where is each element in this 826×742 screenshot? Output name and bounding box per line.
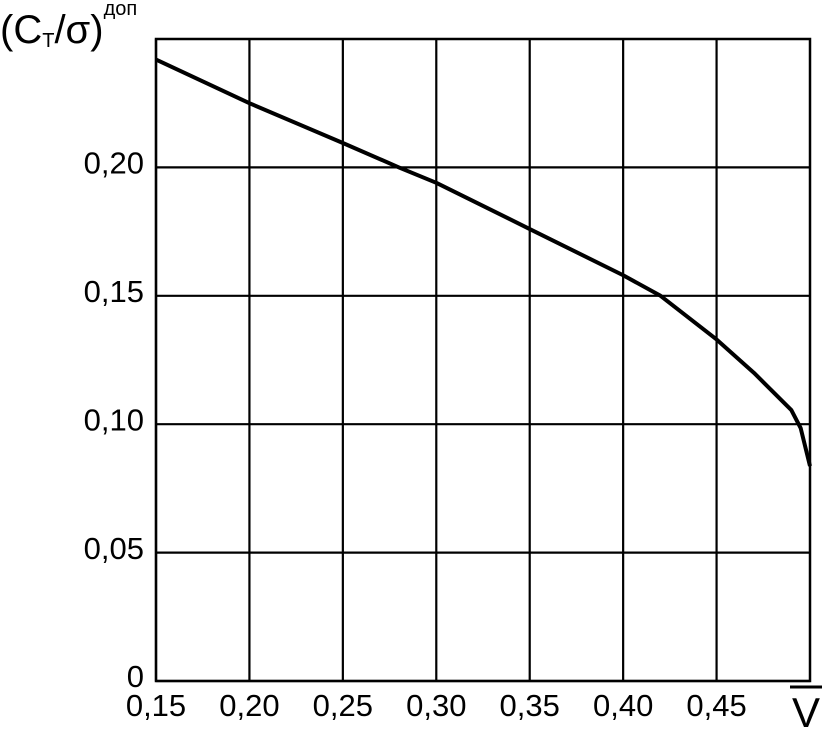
y-tick-label: 0,20: [84, 146, 144, 181]
data-line: [155, 57, 812, 467]
plot-frame: [154, 37, 812, 683]
x-tick-label: 0,15: [126, 688, 186, 723]
x-tick-label: 0,45: [686, 688, 746, 723]
y-label-rest: /σ): [54, 8, 103, 52]
x-tick-label: 0,30: [406, 688, 466, 723]
y-label-sup: доп: [104, 0, 138, 20]
x-tick-label: 0,20: [219, 688, 279, 723]
y-tick-label: 0,05: [84, 531, 144, 566]
x-tick-label: 0,40: [593, 688, 653, 723]
y-tick-label: 0,10: [84, 402, 144, 437]
x-axis-label: V: [792, 689, 820, 736]
y-axis-label: (CT/σ)доп: [0, 0, 137, 52]
y-tick-label: 0: [127, 659, 144, 694]
y-label-sub: T: [42, 30, 54, 52]
x-tick-label: 0,35: [500, 688, 560, 723]
y-label-main: (C: [0, 8, 42, 52]
y-tick-label: 0,15: [84, 274, 144, 309]
x-tick-label: 0,25: [313, 688, 373, 723]
